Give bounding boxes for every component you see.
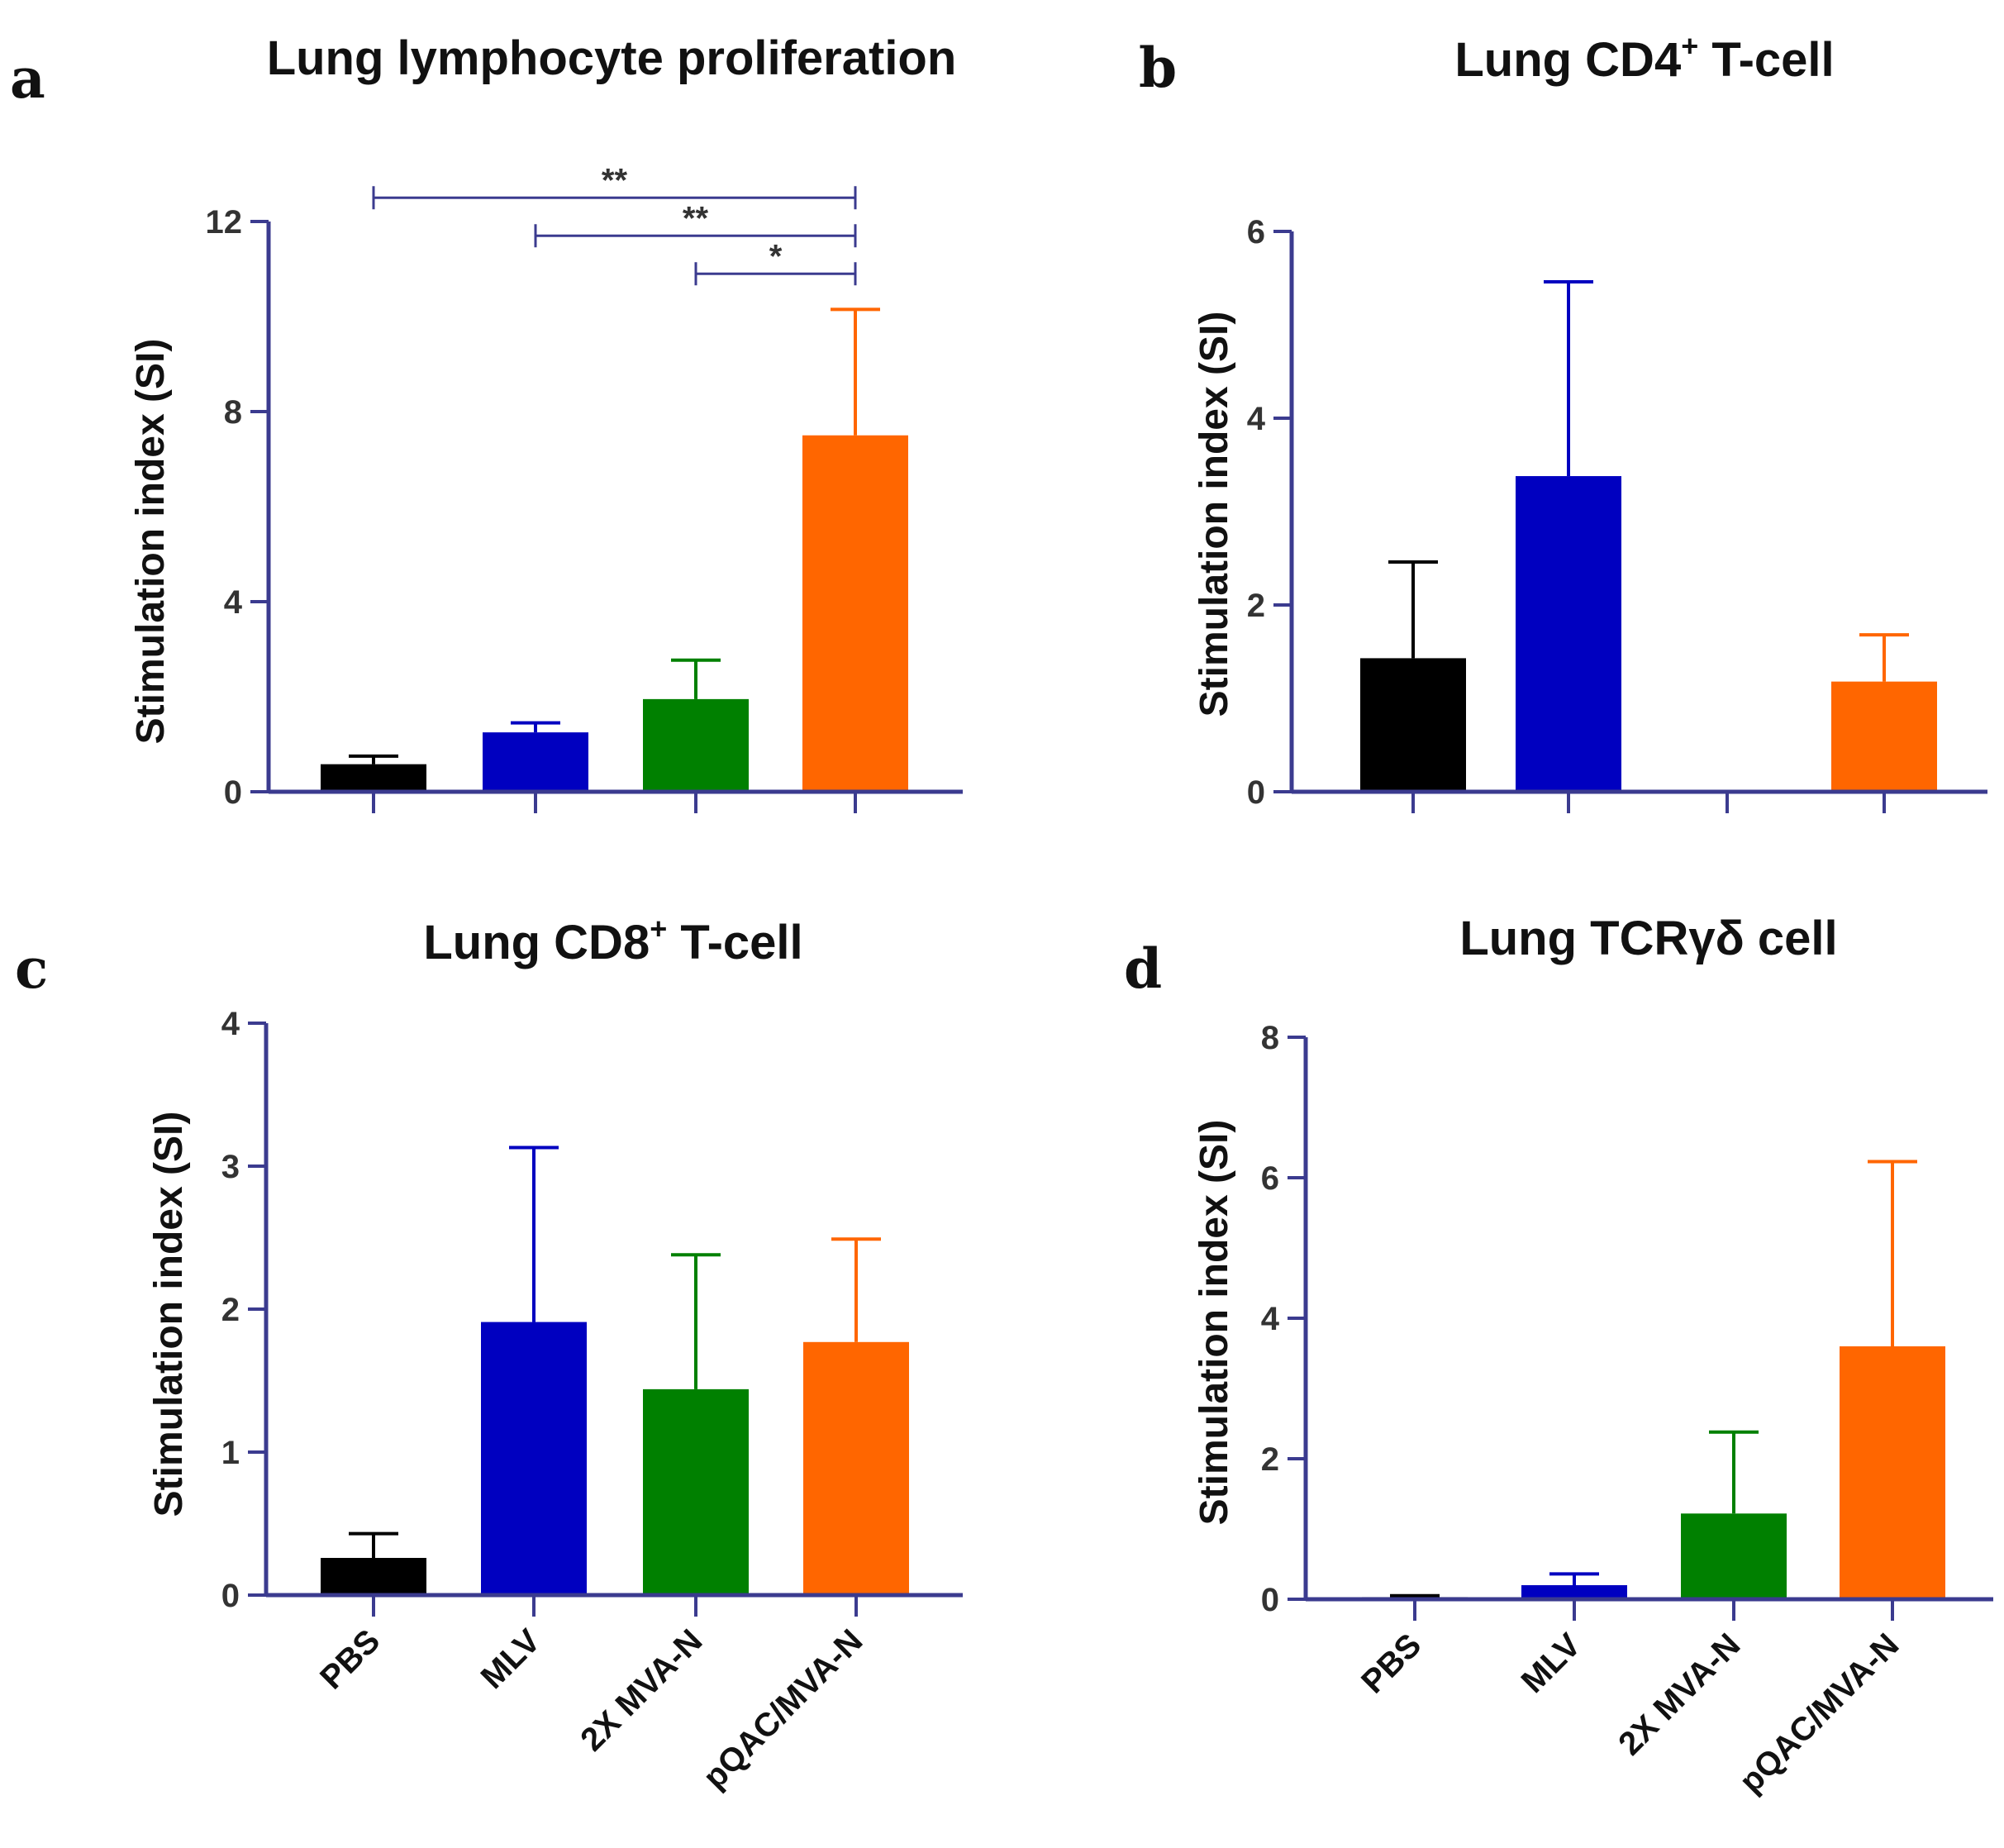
panel-d-category-label-3: pQAC/MVA-N	[1733, 1627, 1906, 1800]
panel-c-title: Lung CD8+ T-cell	[423, 912, 802, 969]
panel-a-y-tick-label-1: 4	[224, 584, 243, 621]
panel-c-bar-2	[643, 1388, 749, 1595]
panel-c-y-axis-label: Stimulation index (SI)	[147, 1112, 191, 1517]
panel-d-y-tick-label-2: 4	[1261, 1301, 1280, 1337]
panel-letter-d: d	[1124, 936, 1162, 1001]
panel-d-title: Lung TCRγδ cell	[1459, 912, 1837, 965]
panel-c-y-tick-label-3: 3	[221, 1149, 240, 1185]
panel-c-bar-3	[803, 1341, 909, 1595]
panel-c-y-tick-label-4: 4	[221, 1006, 240, 1042]
panel-c-bar-1	[481, 1322, 587, 1595]
panel-a-significance-label-0: **	[602, 162, 628, 198]
panel-a-significance-bracket-2	[694, 262, 857, 286]
panel-d-bar-3	[1840, 1346, 1945, 1599]
panel-d: d Lung TCRγδ cell Stimulation index (SI)…	[1124, 912, 1993, 1800]
panel-a-bar-3	[802, 435, 908, 792]
panel-d-bar-2	[1681, 1513, 1787, 1599]
panel-b-y-tick-label-0: 0	[1247, 774, 1265, 811]
panel-a-y-axis-label: Stimulation index (SI)	[129, 339, 173, 745]
panel-d-category-label-0: PBS	[1354, 1627, 1428, 1700]
panel-letter-b: b	[1139, 36, 1177, 100]
panel-b-bar-1	[1516, 476, 1621, 792]
panel-a-significance-bracket-0	[372, 186, 857, 210]
panel-c-category-label-2: 2X MVA-N	[574, 1622, 709, 1758]
panel-c-y-tick-label-2: 2	[221, 1292, 240, 1328]
panel-d-y-tick-label-1: 2	[1261, 1441, 1279, 1478]
panel-c-category-label-1: MLV	[474, 1622, 548, 1696]
panel-b-y-tick-label-1: 2	[1247, 588, 1265, 624]
panel-letter-a: a	[10, 46, 45, 111]
panel-a-y-tick-label-3: 12	[206, 204, 243, 241]
panel-a-significance-bracket-1	[534, 224, 857, 248]
panel-b-y-axis-label: Stimulation index (SI)	[1192, 312, 1236, 717]
panel-letter-c: c	[15, 936, 48, 1001]
panel-b-bar-0	[1360, 658, 1466, 792]
panel-d-bar-1	[1521, 1585, 1627, 1599]
panel-a-significance-label-2: *	[769, 238, 783, 274]
panel-b-y-tick-label-2: 4	[1247, 401, 1266, 437]
panel-c-y-tick-label-0: 0	[221, 1578, 240, 1614]
panel-a-bar-2	[643, 698, 749, 792]
panel-a-y-tick-label-2: 8	[224, 394, 242, 431]
panel-c: c Lung CD8+ T-cell Stimulation index (SI…	[15, 912, 963, 1796]
panel-c-category-label-0: PBS	[313, 1622, 387, 1696]
panel-a-bar-0	[321, 764, 426, 792]
panel-d-y-axis-label: Stimulation index (SI)	[1192, 1120, 1236, 1526]
panel-d-y-tick-label-0: 0	[1261, 1582, 1279, 1618]
panel-c-bar-0	[321, 1558, 426, 1595]
panel-d-category-label-1: MLV	[1515, 1627, 1588, 1700]
panel-c-category-label-3: pQAC/MVA-N	[697, 1622, 870, 1796]
panel-a-y-tick-label-0: 0	[224, 774, 242, 811]
panel-b-title: Lung CD4+ T-cell	[1454, 29, 1834, 87]
panel-b-y-tick-label-3: 6	[1247, 214, 1265, 250]
panel-a: a Lung lymphocyte proliferation Stimulat…	[10, 31, 963, 813]
panel-d-y-tick-label-3: 6	[1261, 1160, 1279, 1197]
panel-b-bar-3	[1831, 681, 1937, 792]
panel-d-category-label-2: 2X MVA-N	[1611, 1627, 1747, 1762]
panel-a-title: Lung lymphocyte proliferation	[267, 31, 957, 85]
panel-d-y-tick-label-4: 8	[1261, 1020, 1279, 1056]
panel-b: b Lung CD4+ T-cell Stimulation index (SI…	[1139, 29, 1987, 813]
panel-c-y-tick-label-1: 1	[221, 1435, 240, 1471]
panel-a-significance-label-1: **	[683, 200, 709, 236]
panel-a-bar-1	[483, 732, 588, 792]
